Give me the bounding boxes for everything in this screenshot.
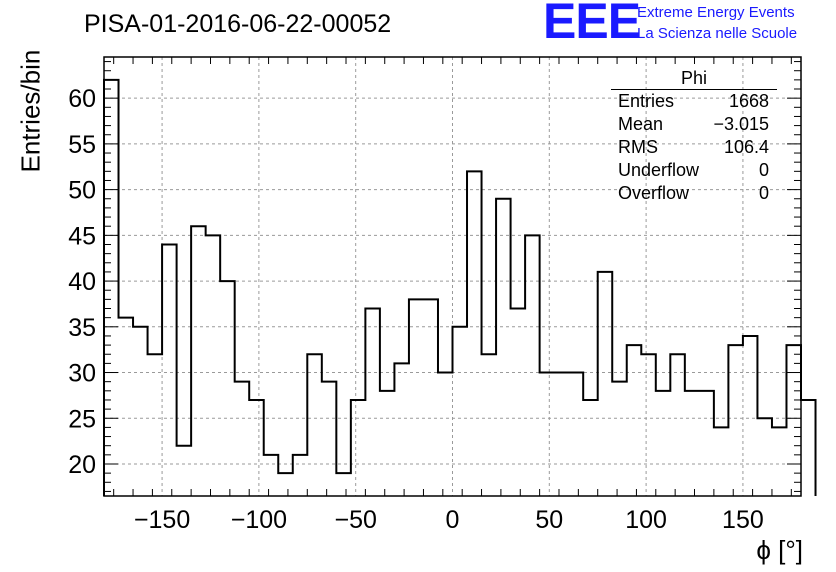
- logo-line-2: La Scienza nelle Scuole: [637, 25, 798, 42]
- stats-value: 0: [758, 183, 769, 203]
- stats-row-underflow: Underflow 0: [611, 159, 777, 182]
- y-tick-label: 45: [68, 222, 96, 250]
- stats-row-mean: Mean −3.015: [611, 113, 777, 136]
- y-tick-label: 30: [68, 360, 96, 388]
- x-tick-label: 50: [535, 506, 563, 534]
- y-tick-label: 55: [68, 131, 96, 159]
- stats-box: Phi Entries 1668 Mean −3.015 RMS 106.4 U…: [611, 68, 777, 205]
- x-axis-label: ϕ [°]: [756, 535, 803, 565]
- plot-frame: [103, 56, 802, 497]
- x-tick-label: −50: [334, 506, 376, 534]
- x-tick-label: 150: [722, 506, 764, 534]
- stats-row-rms: RMS 106.4: [611, 136, 777, 159]
- stats-value: 0: [758, 160, 769, 180]
- y-tick-label: 35: [68, 314, 96, 342]
- stats-value: −3.015: [713, 114, 769, 134]
- stats-label: Mean: [618, 114, 664, 134]
- x-tick-label: 100: [625, 506, 667, 534]
- y-tick-label: 25: [68, 405, 96, 433]
- stats-label: Overflow: [618, 183, 690, 203]
- stats-name: Phi: [611, 68, 777, 90]
- y-axis-label: Entries/bin: [15, 49, 46, 173]
- y-tick-label: 40: [68, 268, 96, 296]
- logo-line-1: Extreme Energy Events: [637, 4, 795, 21]
- stats-row-overflow: Overflow 0: [611, 182, 777, 205]
- x-tick-label: −100: [231, 506, 287, 534]
- x-tick-label: 0: [446, 506, 460, 534]
- x-tick-label: −150: [134, 506, 190, 534]
- axis-ticks: [104, 57, 801, 496]
- stats-label: Underflow: [618, 160, 700, 180]
- stats-row-entries: Entries 1668: [611, 90, 777, 113]
- stats-value: 1668: [728, 91, 769, 111]
- tick-labels: −150 −100 −50 0 50 100 150 20 25 30 35 40 45 50 55 60: [68, 85, 764, 534]
- y-tick-label: 50: [68, 177, 96, 205]
- eee-logo: EEE: [543, 0, 641, 49]
- stats-label: Entries: [618, 91, 675, 111]
- stats-label: RMS: [618, 137, 658, 157]
- histogram-title: PISA-01-2016-06-22-00052: [84, 10, 392, 38]
- y-tick-label: 20: [68, 451, 96, 479]
- histogram-outline: [103, 78, 817, 496]
- y-tick-label: 60: [68, 85, 96, 113]
- stats-value: 106.4: [723, 137, 769, 157]
